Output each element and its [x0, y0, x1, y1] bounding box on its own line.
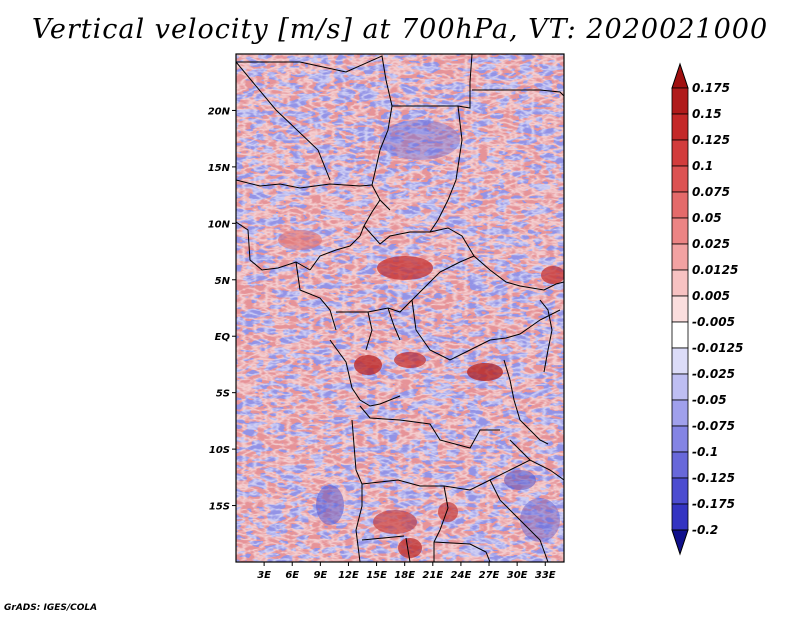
- colorbar-label: 0.1: [692, 159, 713, 173]
- colorbar-label: -0.2: [692, 523, 718, 537]
- lon-tick-label: 15E: [366, 570, 387, 581]
- colorbar-label: 0.175: [692, 81, 730, 95]
- colorbar-segment: [671, 295, 689, 323]
- lat-tick-label: 10N: [208, 219, 231, 230]
- colorbar-segment: [671, 191, 689, 219]
- colorbar-segment: [671, 347, 689, 375]
- colorbar-segment: [671, 217, 689, 245]
- map-title: Vertical velocity [m/s] at 700hPa, VT: 2…: [31, 14, 769, 45]
- colorbar-segment: [671, 451, 689, 479]
- lon-tick-label: 18E: [394, 570, 415, 581]
- colorbar-bottom-arrow: [671, 529, 689, 556]
- lat-tick-label: 5N: [215, 276, 231, 287]
- colorbar-label: -0.025: [692, 367, 735, 381]
- colorbar-segment: [671, 503, 689, 531]
- lon-tick-label: 12E: [338, 570, 359, 581]
- colorbar-segment: [671, 399, 689, 427]
- lon-tick-label: 9E: [313, 570, 327, 581]
- colorbar-label: -0.125: [692, 471, 735, 485]
- colorbar-label: 0.15: [692, 107, 722, 121]
- latitude-axis: 20N 15N 10N 5N EQ 5S 10S 15S: [208, 106, 236, 513]
- colorbar-label: -0.0125: [692, 341, 743, 355]
- colorbar-segment: [671, 373, 689, 401]
- vertical-velocity-field: [236, 54, 564, 562]
- colorbar-segment: [671, 165, 689, 193]
- colorbar-segment: [671, 139, 689, 167]
- longitude-axis: 3E 6E 9E 12E 15E 18E 21E 24E 27E 30E 33E: [257, 562, 556, 581]
- colorbar-segment: [671, 477, 689, 505]
- colorbar-label: 0.05: [692, 211, 722, 225]
- colorbar-segment: [671, 243, 689, 271]
- lat-tick-label: 10S: [209, 445, 230, 456]
- country-borders: [236, 54, 564, 562]
- colorbar-label: 0.0125: [692, 263, 738, 277]
- lat-tick-label: 15N: [208, 163, 231, 174]
- colorbar-segment: [671, 113, 689, 141]
- colorbar-label: -0.075: [692, 419, 735, 433]
- lon-tick-label: 27E: [479, 570, 500, 581]
- colorbar-segment: [671, 87, 689, 115]
- colorbar-label: 0.025: [692, 237, 730, 251]
- lon-tick-label: 6E: [285, 570, 299, 581]
- lon-tick-label: 24E: [451, 570, 472, 581]
- lat-tick-label: 5S: [216, 389, 230, 400]
- colorbar-label: -0.005: [692, 315, 735, 329]
- colorbar-top-arrow: [671, 62, 689, 89]
- colorbar-segment: [671, 321, 689, 349]
- colorbar-label: -0.05: [692, 393, 727, 407]
- colorbar-label: 0.005: [692, 289, 730, 303]
- colorbar-label: 0.075: [692, 185, 730, 199]
- colorbar-label: -0.175: [692, 497, 735, 511]
- lat-tick-label: 15S: [209, 502, 230, 513]
- lat-tick-label: 20N: [208, 106, 231, 117]
- lon-tick-label: 3E: [257, 570, 271, 581]
- grads-credit: GrADS: IGES/COLA: [4, 603, 98, 613]
- colorbar-segment: [671, 425, 689, 453]
- lon-tick-label: 30E: [507, 570, 528, 581]
- lon-tick-label: 21E: [422, 570, 443, 581]
- colorbar: 0.175 0.15 0.125 0.1 0.075 0.05 0.025 0.0125 0.0…: [671, 62, 743, 556]
- colorbar-segment: [671, 269, 689, 297]
- strong-anomaly-cores: [278, 120, 564, 558]
- lat-tick-label: EQ: [215, 332, 231, 343]
- colorbar-label: -0.1: [692, 445, 718, 459]
- map-frame: [235, 53, 565, 563]
- lon-tick-label: 33E: [535, 570, 556, 581]
- colorbar-label: 0.125: [692, 133, 730, 147]
